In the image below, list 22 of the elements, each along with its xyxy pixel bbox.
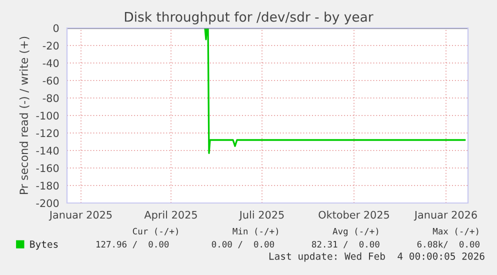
x-tick-label: Januar 2025: [48, 210, 112, 221]
x-tick-label: Juli 2025: [238, 210, 284, 221]
y-tick-label: -180: [36, 182, 59, 190]
y-tick-label: 0: [53, 24, 59, 32]
x-tick-label: Januar 2026: [414, 210, 477, 221]
y-tick-label: -40: [42, 59, 59, 68]
y-tick-label: -200: [36, 199, 59, 208]
x-tick-label: April 2025: [144, 210, 197, 221]
y-tick-label: -140: [36, 146, 59, 155]
x-tick-label: Oktober 2025: [318, 210, 389, 219]
y-tick-label: -160: [36, 164, 59, 172]
y-tick-label: -80: [42, 94, 59, 102]
text: Last update: Wed Feb 4 00:00:05 2026: [269, 252, 484, 262]
y-tick-label: -60: [42, 76, 59, 85]
text: 127.96 / 0.00 0.00 / 0.00 82.31 / 0.00 6.08k/ 0.00: [96, 240, 480, 248]
chart-title: Disk throughput for /dev/sdr - by year: [124, 12, 374, 24]
legend-label: Bytes: [30, 240, 58, 250]
y-tick-label: -20: [42, 42, 59, 50]
y-axis-title: Pr second read (-) / write (+): [19, 36, 30, 194]
y-tick-label: -120: [36, 129, 59, 138]
y-tick-label: -100: [36, 112, 59, 120]
text: Cur (-/+) Min (-/+) Avg (-/+) Max (-/+): [132, 228, 478, 236]
